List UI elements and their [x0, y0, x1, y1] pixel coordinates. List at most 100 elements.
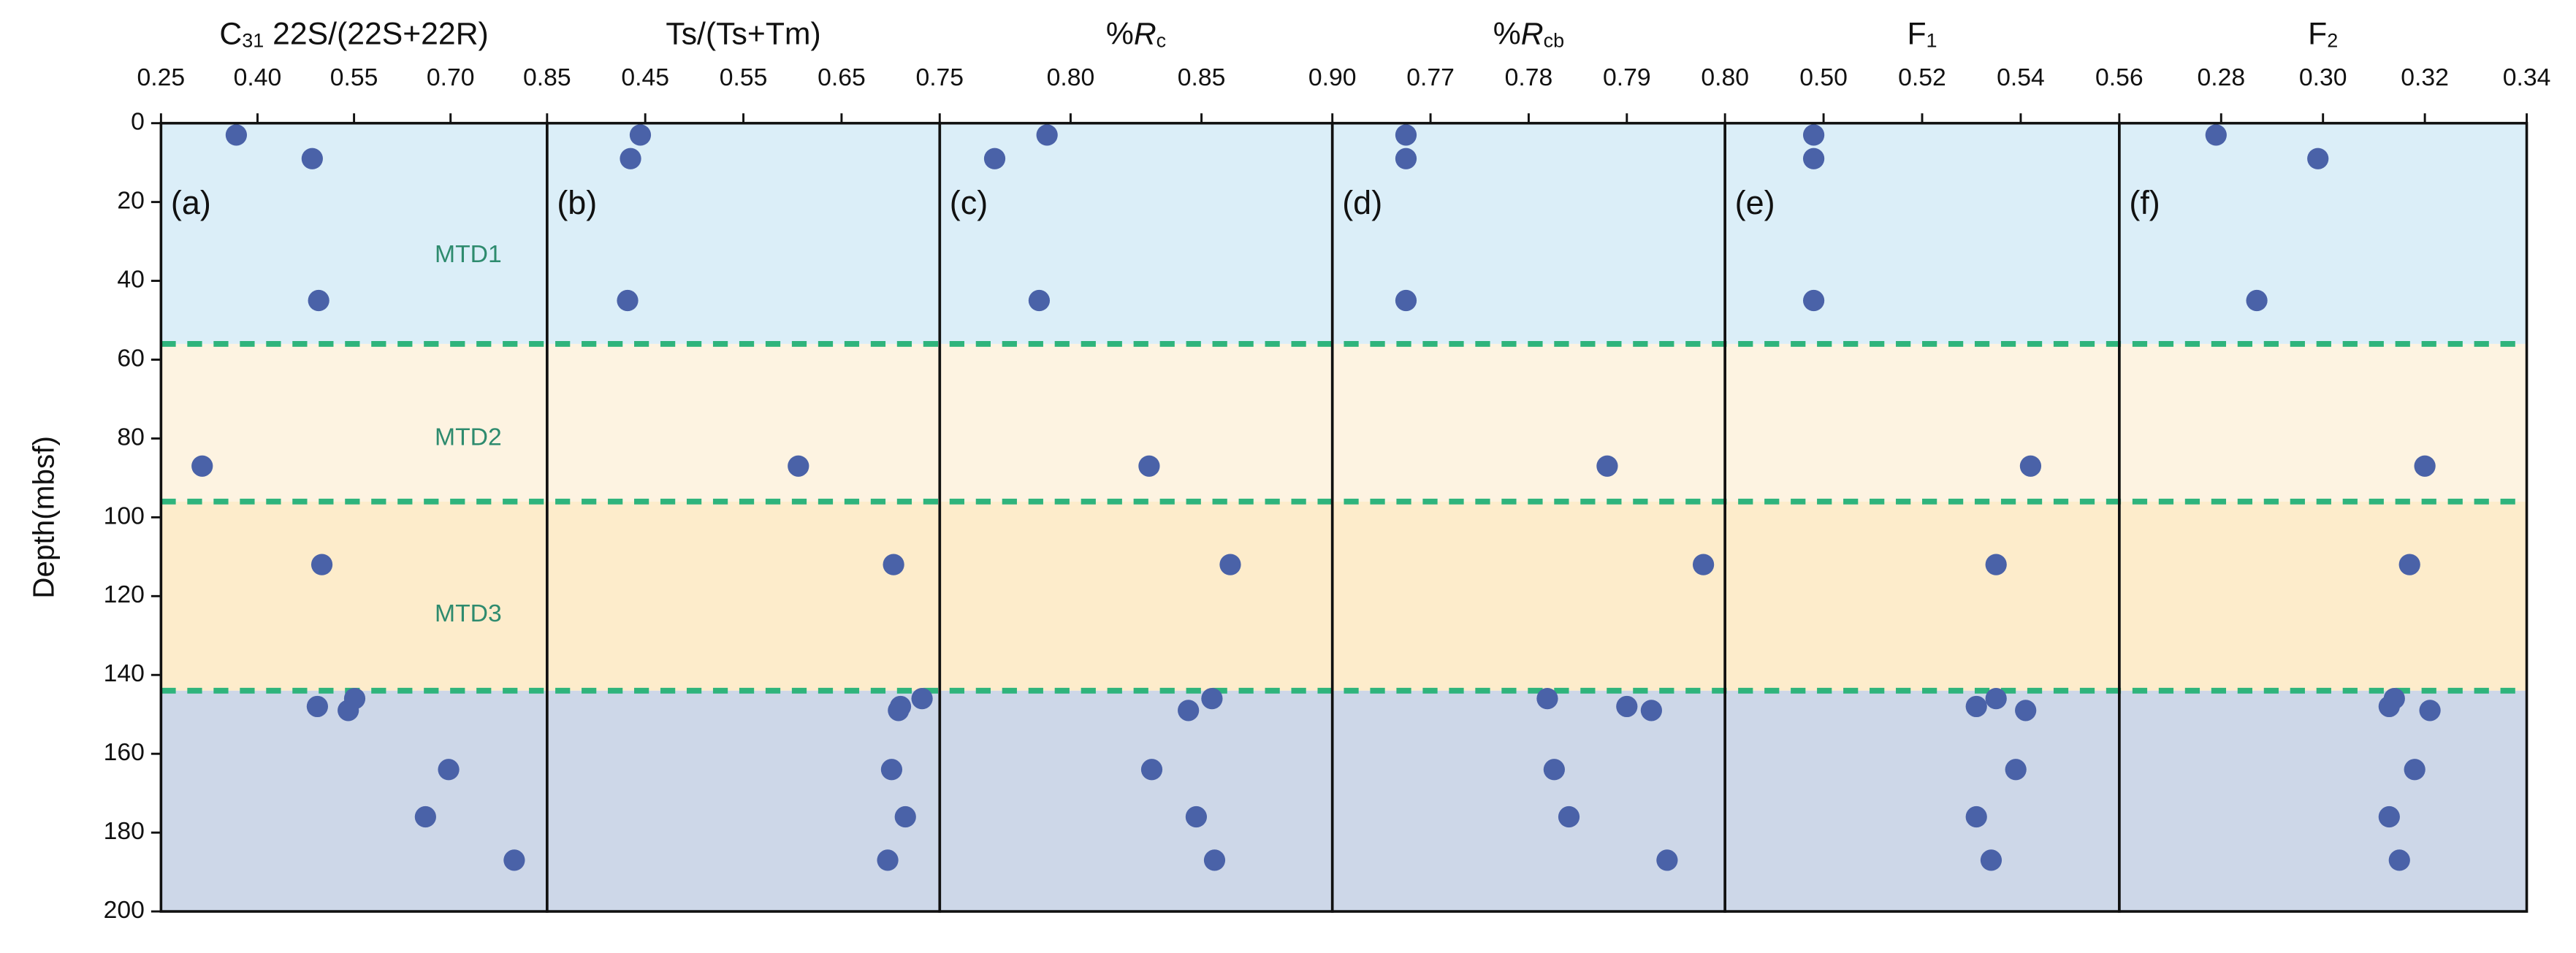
data-point — [2404, 759, 2426, 781]
data-point — [1395, 289, 1417, 312]
data-point — [338, 700, 359, 722]
data-point — [1219, 554, 1241, 575]
data-point — [617, 289, 639, 312]
data-point — [191, 455, 213, 477]
x-tick-label: 0.90 — [1308, 64, 1357, 91]
data-point — [2378, 805, 2400, 828]
panel-title: F2 — [2308, 17, 2338, 52]
data-point — [1395, 148, 1417, 169]
data-point — [1036, 124, 1058, 146]
data-point — [1965, 805, 1987, 828]
data-point — [1028, 289, 1051, 312]
title-part: 22S/(22S+22R) — [264, 17, 489, 52]
zone-label: MTD1 — [435, 240, 502, 268]
zone-band — [161, 690, 2527, 912]
x-tick-label: 0.30 — [2299, 64, 2347, 91]
x-tick-label: 0.85 — [1178, 64, 1226, 91]
data-point — [1980, 849, 2003, 871]
data-point — [1802, 289, 1825, 312]
data-point — [788, 455, 809, 477]
data-point — [225, 124, 248, 146]
data-point — [1201, 688, 1223, 710]
data-point — [1985, 688, 2007, 710]
data-point — [503, 849, 525, 871]
data-point — [1558, 805, 1580, 828]
zone-label: MTD3 — [435, 600, 502, 627]
data-point — [301, 148, 323, 169]
y-tick-label: 0 — [131, 108, 145, 136]
data-point — [2388, 849, 2410, 871]
data-point — [1543, 759, 1565, 781]
title-part: R — [1134, 17, 1156, 52]
x-tick-label: 0.85 — [523, 64, 571, 91]
x-tick-label: 0.78 — [1505, 64, 1553, 91]
y-tick-label: 140 — [104, 659, 145, 687]
data-point — [2246, 289, 2268, 312]
data-point — [1965, 695, 1987, 718]
data-point — [2414, 455, 2436, 477]
x-tick-label: 0.75 — [915, 64, 964, 91]
panel-title: %Rcb — [1493, 17, 1564, 52]
panel-label: (f) — [2129, 184, 2160, 221]
y-tick-label: 180 — [104, 817, 145, 845]
title-part: c — [1156, 30, 1166, 52]
y-tick-label: 60 — [117, 344, 145, 372]
x-tick-label: 0.70 — [427, 64, 475, 91]
panel-label: (e) — [1735, 184, 1775, 221]
data-point — [2015, 700, 2037, 722]
title-part: 1 — [1927, 30, 1937, 52]
data-point — [1692, 554, 1715, 575]
title-part: cb — [1544, 30, 1564, 52]
data-point — [2419, 700, 2441, 722]
data-point — [438, 759, 460, 781]
data-point — [414, 805, 436, 828]
x-tick-label: 0.45 — [621, 64, 669, 91]
data-point — [1536, 688, 1558, 710]
x-tick-label: 0.28 — [2197, 64, 2245, 91]
panel-label: (c) — [950, 184, 988, 221]
data-point — [983, 148, 1006, 169]
data-point — [911, 688, 933, 710]
data-point — [1640, 700, 1663, 722]
title-part: 2 — [2327, 30, 2338, 52]
y-tick-label: 200 — [104, 896, 145, 924]
y-axis-label: Depth(mbsf) — [27, 436, 61, 599]
x-tick-label: 0.55 — [720, 64, 768, 91]
data-point — [1203, 849, 1226, 871]
data-point — [1802, 148, 1825, 169]
x-tick-label: 0.50 — [1799, 64, 1848, 91]
y-tick-label: 100 — [104, 502, 145, 529]
data-point — [1140, 759, 1163, 781]
data-point — [894, 805, 916, 828]
data-point — [1395, 124, 1417, 146]
y-tick-label: 160 — [104, 738, 145, 766]
x-tick-label: 0.55 — [330, 64, 378, 91]
data-point — [310, 554, 333, 575]
data-point — [1185, 805, 1208, 828]
title-part: % — [1493, 17, 1521, 52]
panel-frame — [2118, 121, 2529, 913]
data-point — [1596, 455, 1618, 477]
title-part: % — [1106, 17, 1134, 52]
data-point — [1802, 124, 1825, 146]
title-part: Ts/(Ts+Tm) — [666, 17, 820, 52]
title-part: F — [1907, 17, 1926, 52]
title-part: F — [2308, 17, 2327, 52]
y-tick-label: 120 — [104, 581, 145, 608]
data-point — [620, 148, 641, 169]
data-point — [629, 124, 652, 146]
zone-label: MTD2 — [435, 423, 502, 451]
data-point — [2005, 759, 2027, 781]
title-part: R — [1521, 17, 1544, 52]
data-point — [2378, 695, 2400, 718]
x-tick-label: 0.54 — [1997, 64, 2045, 91]
data-point — [2398, 554, 2420, 575]
zone-band — [161, 343, 2527, 502]
data-point — [1178, 700, 1200, 722]
title-part: 31 — [242, 30, 264, 52]
x-tick-label: 0.79 — [1603, 64, 1651, 91]
title-part: C — [219, 17, 242, 52]
x-tick-label: 0.52 — [1898, 64, 1946, 91]
x-tick-label: 0.56 — [2095, 64, 2144, 91]
